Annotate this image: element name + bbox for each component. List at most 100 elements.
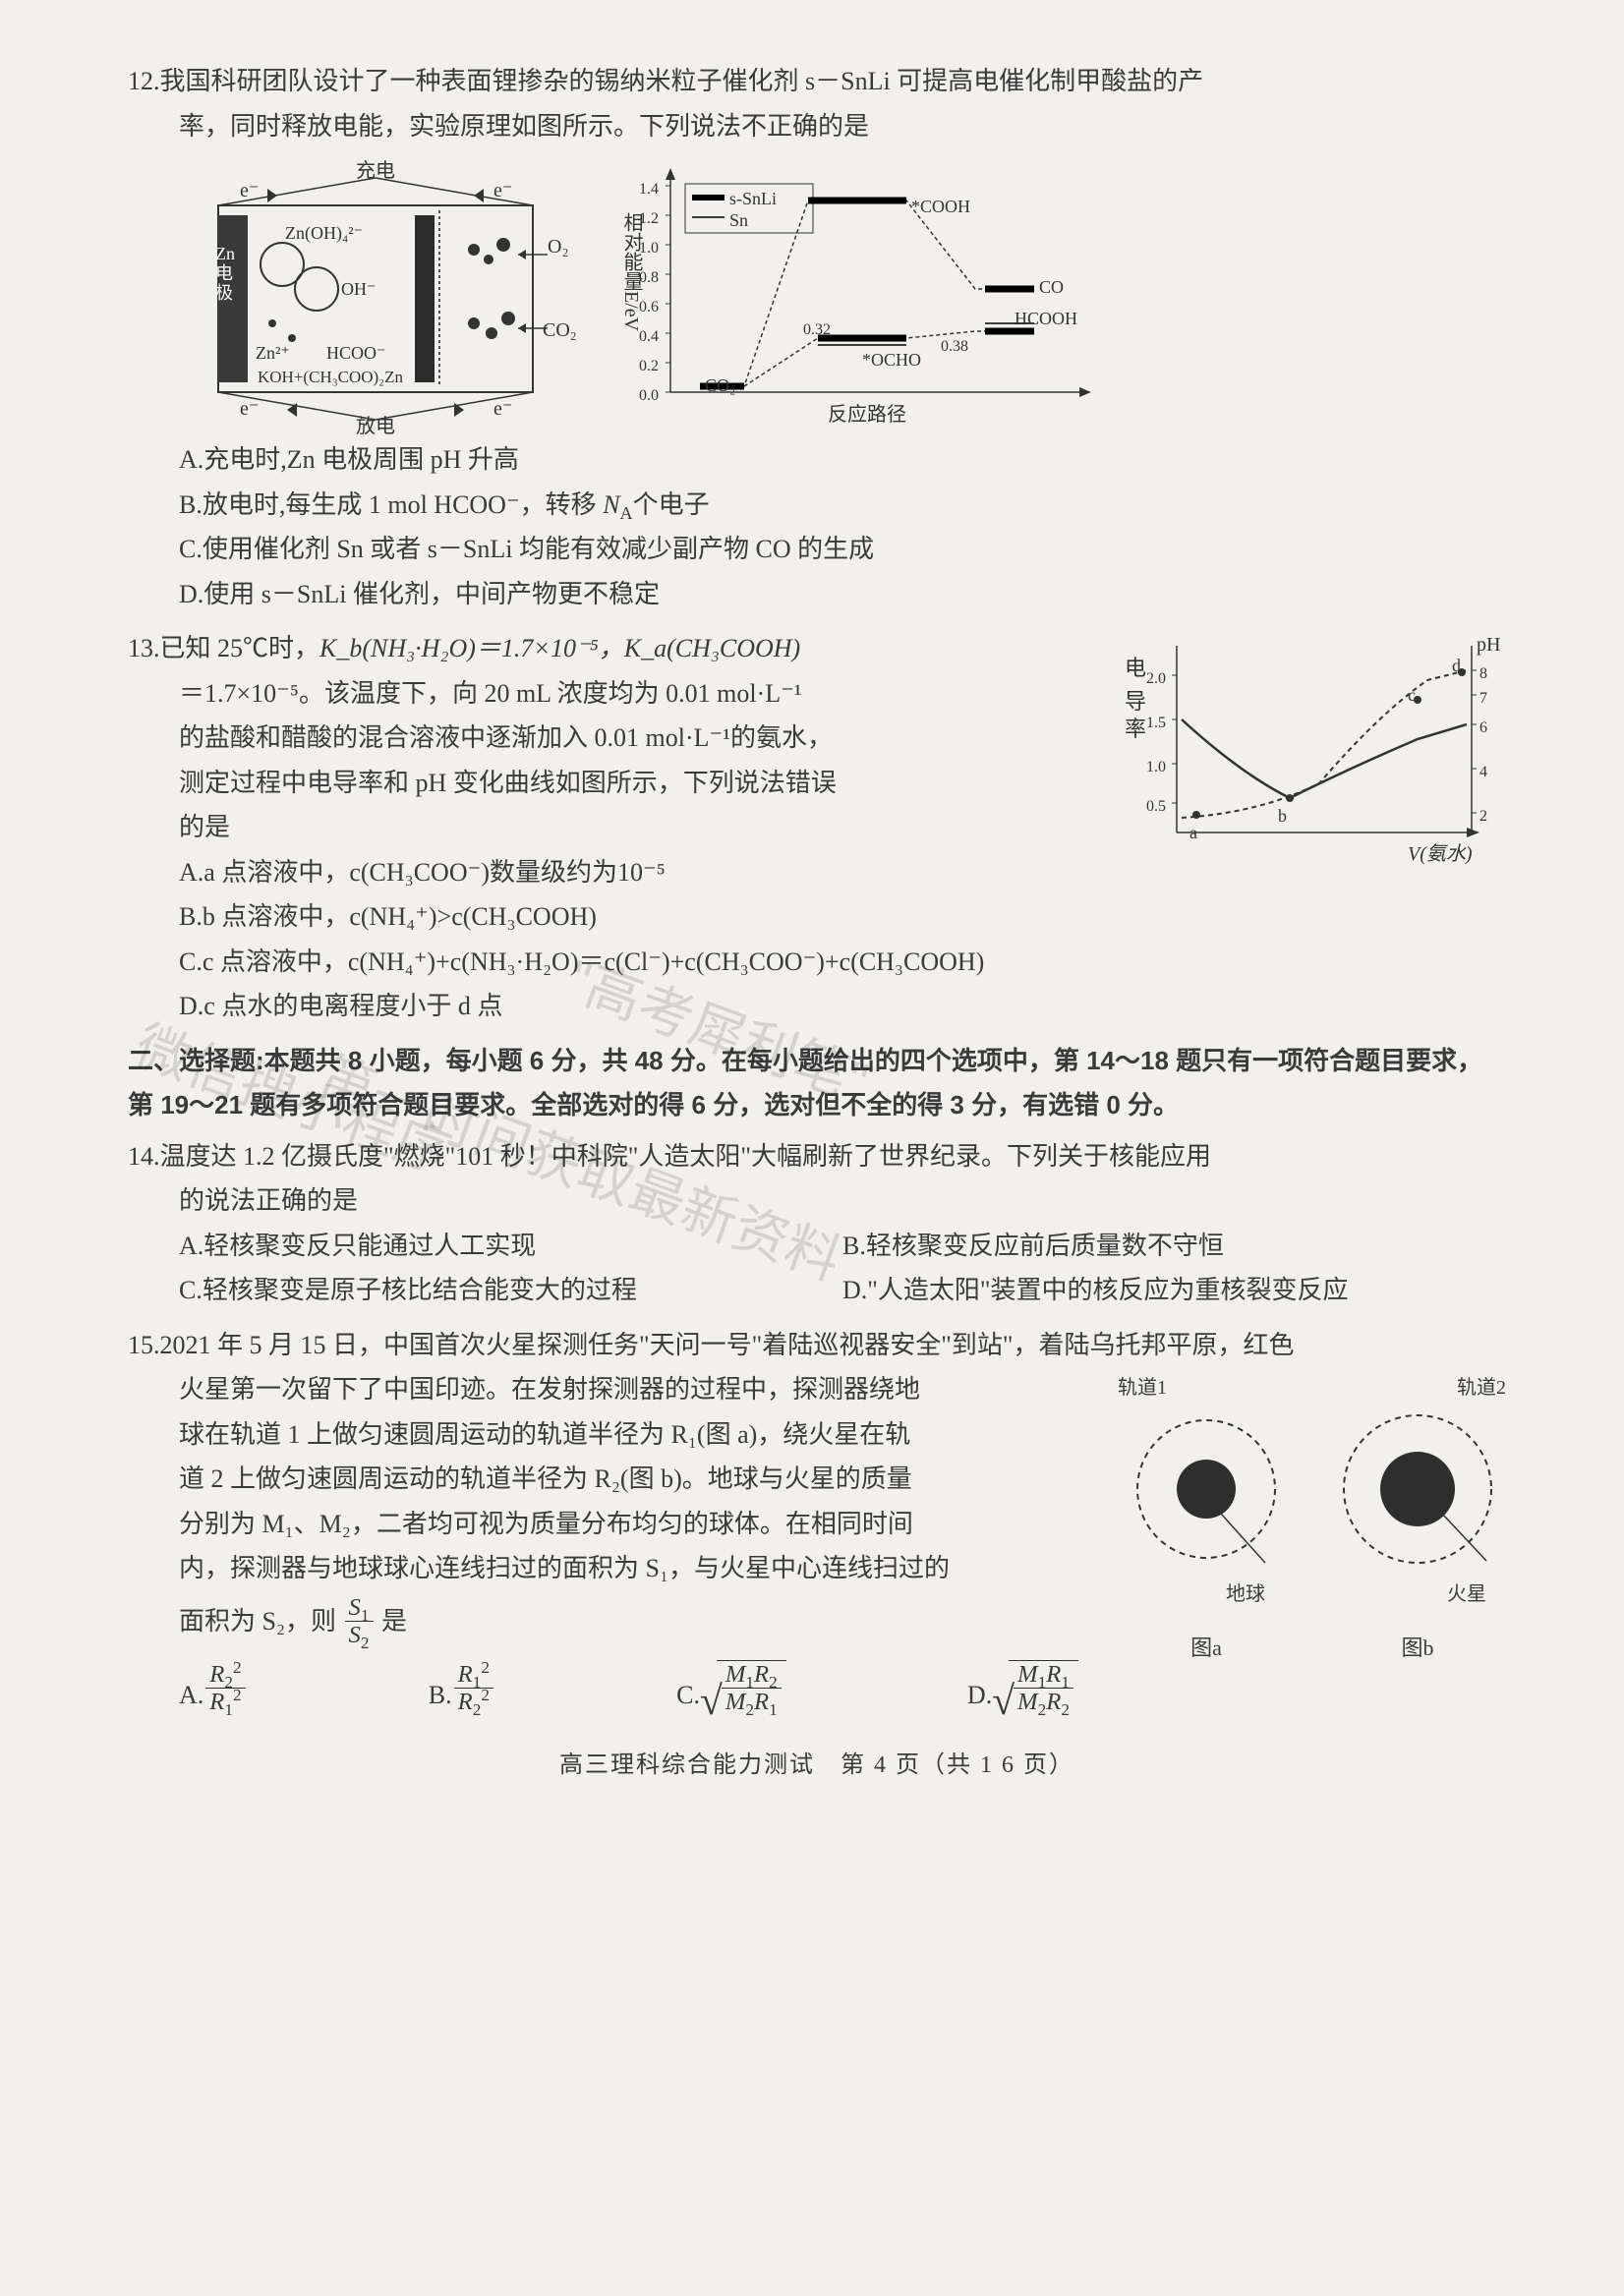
q13-right-tick-3: 7 xyxy=(1479,685,1487,713)
q13-left-tick-0: 0.5 xyxy=(1146,793,1166,821)
q12-option-b-pre: B.放电时,每生成 1 mol HCOO⁻，转移 xyxy=(179,490,603,519)
q15-option-a-den: R12 xyxy=(205,1689,245,1715)
q12-stem-line1: 我国科研团队设计了一种表面锂掺杂的锡纳米粒子催化剂 s－SnLi 可提高电催化制… xyxy=(160,59,1507,104)
q13-point-b: b xyxy=(1278,801,1287,832)
q12-energy-ytick-0: 0.0 xyxy=(639,382,659,410)
q15-option-a-label: A. xyxy=(179,1673,203,1718)
q15-option-b-label: B. xyxy=(429,1673,452,1718)
q12-cell-e-left-top: e⁻ xyxy=(240,174,259,208)
q12-cell-e-right-top: e⁻ xyxy=(493,174,512,208)
q12-energy-ytick-3: 0.6 xyxy=(639,294,659,321)
q13-option-d: D.c 点水的电离程度小于 d 点 xyxy=(128,984,1506,1029)
q15-earth-label: 地球 xyxy=(1226,1578,1403,1612)
q12-figure-row: 充电 放电 e⁻ e⁻ e⁻ e⁻ Zn 电 极 Zn(OH)₄²⁻ OH⁻ O… xyxy=(128,156,1506,431)
q14-option-d: D."人造太阳"装置中的核反应为重核裂变反应 xyxy=(842,1268,1506,1313)
q13-left-tick-2: 1.5 xyxy=(1146,710,1166,737)
q14-line2: 的说法正确的是 xyxy=(128,1178,1506,1224)
q13-left-tick-3: 2.0 xyxy=(1146,665,1166,693)
q12-energy-ytick-4: 0.8 xyxy=(639,264,659,292)
q15-line1: 2021 年 5 月 15 日，中国首次火星探测任务"天问一号"着陆巡视器安全"… xyxy=(160,1323,1507,1368)
q12-energy-ytick-2: 0.4 xyxy=(639,323,659,351)
q15-fig-a-label: 图a xyxy=(1118,1630,1295,1668)
q14-line1: 温度达 1.2 亿摄氏度"燃烧"101 秒！中科院"人造太阳"大幅刷新了世界纪录… xyxy=(160,1134,1507,1179)
q12-number: 12. xyxy=(128,59,160,104)
q12-energy-cooh-label: *COOH xyxy=(911,192,970,223)
q13-conductivity-figure: 电 导 率 pH V(氨水) 0.5 1.0 1.5 2.0 2 4 6 7 8… xyxy=(1123,626,1506,877)
q15-option-c-num: M1R2 xyxy=(722,1661,782,1689)
q12-cell-discharge-label: 放电 xyxy=(356,410,395,444)
q15-line7-pre: 面积为 S₂，则 xyxy=(179,1607,336,1636)
q12-option-b-na-sub: A xyxy=(620,503,633,523)
q13-cond-yaxis-right: pH xyxy=(1477,628,1500,662)
q12-oh-label: OH⁻ xyxy=(341,274,377,306)
q15-option-a: A. R22R12 xyxy=(179,1663,248,1717)
q13-number: 13. xyxy=(128,626,160,671)
q12-cell-charge-label: 充电 xyxy=(356,154,395,189)
q15-option-a-num: R22 xyxy=(205,1661,245,1689)
q15-orbit1-label: 轨道1 xyxy=(1118,1371,1295,1406)
q13-cond-xaxis-label: V(氨水) xyxy=(1408,837,1473,872)
q12-zn-electrode-label: Zn 电 极 xyxy=(215,245,235,303)
q15-option-b-den: R22 xyxy=(454,1689,493,1715)
q12-energy-ytick-5: 1.0 xyxy=(639,235,659,262)
q13-option-c: C.c 点溶液中，c(NH₄⁺)+c(NH₃·H₂O)＝c(Cl⁻)+c(CH₃… xyxy=(128,940,1506,985)
q12-option-b: B.放电时,每生成 1 mol HCOO⁻，转移 NA个电子 xyxy=(128,483,1506,528)
q15-option-d-num: M1R1 xyxy=(1014,1661,1073,1689)
q13-cond-yaxis-left-1: 电 xyxy=(1125,656,1146,680)
q15-option-b: B. R12R22 xyxy=(429,1663,495,1717)
q15-orbit-b-cell: 轨道2 火星 图b xyxy=(1329,1371,1506,1667)
q12-o2-label: O₂ xyxy=(548,230,568,264)
q13-left-tick-1: 1.0 xyxy=(1146,754,1166,781)
q15-number: 15. xyxy=(128,1323,160,1368)
q12-stem-line2: 率，同时释放电能，实验原理如图所示。下列说法不正确的是 xyxy=(128,104,1506,149)
q12-energy-ocho-label: *OCHO xyxy=(862,345,921,376)
q13-line1-pre: 已知 25℃时， xyxy=(160,634,320,662)
q15-option-c-den: M2R1 xyxy=(722,1689,782,1715)
q12-koh-label: KOH+(CH₃COO)₂Zn xyxy=(258,363,403,392)
q15-option-c-label: C. xyxy=(676,1673,700,1718)
q13-point-d: d xyxy=(1452,651,1461,682)
q15-option-c: C. √M1R2M2R1 xyxy=(676,1660,786,1717)
q12-option-d: D.使用 s－SnLi 催化剂，中间产物更不稳定 xyxy=(128,572,1506,617)
q12-energy-038-label: 0.38 xyxy=(941,333,968,361)
q13-option-b: B.b 点溶液中，c(NH₄⁺)>c(CH₃COOH) xyxy=(128,894,1506,940)
q13-line1: 已知 25℃时，K_b(NH₃·H₂O)＝1.7×10⁻⁵，K_a(CH₃COO… xyxy=(160,626,1114,671)
q15-option-d-den: M2R2 xyxy=(1014,1689,1073,1715)
q12-cell-e-right-bottom: e⁻ xyxy=(493,392,512,427)
q13-cond-yaxis-left-3: 率 xyxy=(1125,711,1146,749)
q15-option-b-num: R12 xyxy=(454,1661,493,1689)
q12-energy-xaxis-label: 反应路径 xyxy=(828,398,906,432)
q12-option-b-post: 个电子 xyxy=(633,490,710,519)
q14-option-b: B.轻核聚变反应前后质量数不守恒 xyxy=(842,1224,1506,1269)
q15-mars-label: 火星 xyxy=(1447,1578,1624,1612)
q15-orbit-b-icon xyxy=(1329,1406,1506,1582)
section-2-header: 二、选择题:本题共 8 小题，每小题 6 分，共 48 分。在每小题给出的四个选… xyxy=(128,1039,1506,1128)
q15-option-d-label: D. xyxy=(967,1673,992,1718)
q15-line7-post: 是 xyxy=(381,1607,407,1636)
q12-electrochemical-cell-figure: 充电 放电 e⁻ e⁻ e⁻ e⁻ Zn 电 极 Zn(OH)₄²⁻ OH⁻ O… xyxy=(179,156,582,431)
q15-orbit-a-cell: 轨道1 地球 图a xyxy=(1118,1371,1295,1667)
q12-option-a: A.充电时,Zn 电极周围 pH 升高 xyxy=(128,437,1506,483)
q12-energy-ytick-1: 0.2 xyxy=(639,353,659,380)
q15-orbit-figure-row: 轨道1 地球 图a 轨道2 火星 图b xyxy=(1118,1371,1506,1667)
q12-energy-hcooh-label: HCOOH xyxy=(1015,304,1077,335)
q12-energy-ytick-6: 1.2 xyxy=(639,205,659,233)
q12-energy-co-label: CO xyxy=(1039,272,1064,304)
q14-number: 14. xyxy=(128,1134,160,1179)
q13-point-a: a xyxy=(1189,818,1197,849)
page-footer: 高三理科综合能力测试 第 4 页（共 1 6 页） xyxy=(128,1745,1506,1786)
q12-energy-legend-sn: Sn xyxy=(729,205,748,237)
q14-option-c: C.轻核聚变是原子核比结合能变大的过程 xyxy=(179,1268,842,1313)
q12-energy-ytick-7: 1.4 xyxy=(639,176,659,203)
q13-line1-kb: K_b(NH₃·H₂O)＝1.7×10⁻⁵，K_a(CH₃COOH) xyxy=(319,634,800,662)
q13-right-tick-4: 8 xyxy=(1479,660,1487,688)
q15-fig-b-label: 图b xyxy=(1329,1630,1506,1668)
q13-right-tick-0: 2 xyxy=(1479,803,1487,831)
q12-option-b-na: N xyxy=(603,490,619,519)
q12-energy-diagram-figure: 相对能量E/eV 反应路径 s-SnLi Sn 0.0 0.2 0.4 0.6 … xyxy=(611,156,1103,431)
q15-option-d: D. √M1R1M2R2 xyxy=(967,1660,1078,1717)
q13-right-tick-1: 4 xyxy=(1479,759,1487,786)
q12-co2-label: CO₂ xyxy=(543,314,577,348)
q13-right-tick-2: 6 xyxy=(1479,715,1487,742)
q15-orbit2-label: 轨道2 xyxy=(1329,1371,1506,1406)
